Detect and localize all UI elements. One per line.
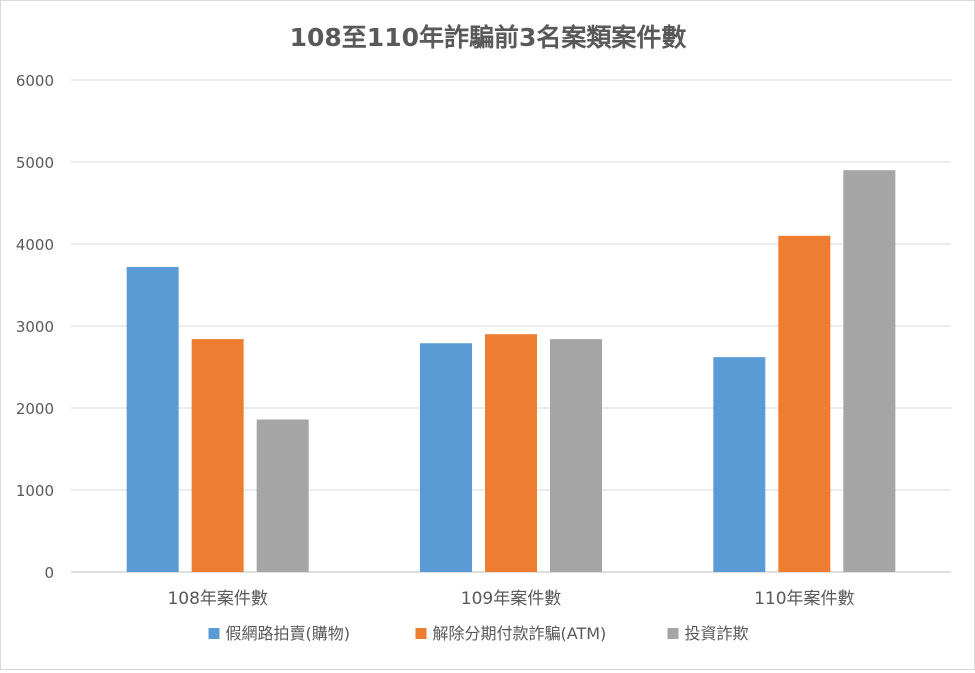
- bar: [713, 357, 766, 572]
- x-tick-label: 108年案件數: [167, 589, 267, 609]
- bar: [843, 170, 896, 572]
- bar: [126, 266, 179, 572]
- y-tick-label: 4000: [16, 236, 54, 254]
- chart-title: 108至110年詐騙前3名案類案件數: [290, 23, 687, 52]
- legend: 假網路拍賣(購物) 解除分期付款詐騙(ATM) 投資詐欺: [208, 624, 749, 643]
- bars: [126, 170, 896, 573]
- bar: [778, 235, 831, 573]
- y-tick-label: 2000: [16, 400, 54, 418]
- legend-label: 投資詐欺: [685, 624, 749, 643]
- y-tick-label: 3000: [16, 318, 54, 336]
- legend-label: 解除分期付款詐騙(ATM): [433, 624, 607, 643]
- y-tick-label: 0: [44, 564, 54, 582]
- y-tick-label: 5000: [16, 154, 54, 172]
- bar: [420, 343, 472, 572]
- bar: [256, 419, 309, 572]
- x-tick-label: 109年案件數: [461, 589, 561, 609]
- legend-swatch: [208, 628, 220, 639]
- y-axis: 0 1000 2000 3000 4000 5000 6000: [16, 72, 54, 582]
- bar: [550, 339, 602, 572]
- legend-swatch: [415, 628, 427, 639]
- legend-swatch: [667, 628, 679, 639]
- y-tick-label: 6000: [16, 72, 54, 90]
- y-tick-label: 1000: [16, 482, 54, 500]
- x-axis: 108年案件數 109年案件數 110年案件數: [167, 589, 854, 609]
- x-tick-label: 110年案件數: [754, 589, 854, 609]
- bar: [191, 339, 244, 572]
- bar: [485, 334, 537, 572]
- legend-label: 假網路拍賣(購物): [226, 624, 351, 643]
